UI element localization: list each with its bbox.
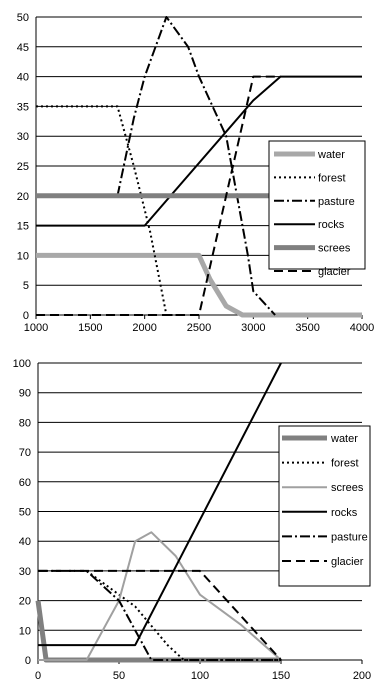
x-tick-label: 2500 [187,322,211,334]
y-tick-label: 15 [17,221,29,233]
legend-label-pasture: pasture [318,196,355,208]
legend-label-rocks: rocks [331,507,358,519]
legend-label-water: water [317,149,345,161]
legend-label-screes: screes [318,243,351,255]
y-tick-label: 35 [17,101,29,113]
x-tick-label: 150 [272,670,290,682]
series-line-forest [36,105,178,316]
x-tick-label: 50 [113,670,125,682]
series-line-glacier [36,75,281,316]
x-tick-label: 2000 [132,322,156,334]
y-tick-label: 10 [19,625,31,637]
x-tick-label: 200 [353,670,371,682]
x-tick-label: 1500 [78,322,102,334]
legend-label-forest: forest [331,458,359,470]
y-tick-label: 80 [19,417,31,429]
series-line-forest [86,570,281,661]
x-tick-label: 3000 [241,322,265,334]
top-chart: 0 5 10 15 20 25 30 35 40 45 50 1000 1500 2000 2500 3000… [17,12,374,334]
y-tick-label: 30 [17,131,29,143]
y-tick-label: 5 [23,280,29,292]
legend-box [278,425,371,587]
legend: water forest pasture rocks screes glacier [268,140,366,278]
series-line-glacier [38,569,282,661]
y-tick-label: 0 [23,310,29,322]
y-tick-label: 20 [19,596,31,608]
y-tick-label: 90 [19,388,31,400]
y-tick-label: 10 [17,250,29,262]
y-tick-label: 20 [17,191,29,203]
x-tick-label: 0 [35,670,41,682]
x-tick-label: 1000 [24,322,48,334]
y-tick-label: 100 [13,358,31,370]
y-tick-label: 60 [19,477,31,489]
x-tick-label: 100 [191,670,209,682]
y-tick-label: 70 [19,447,31,459]
legend-label-glacier: glacier [331,556,364,568]
x-tick-label: 4000 [350,322,374,334]
y-tick-label: 50 [19,507,31,519]
y-tick-label: 30 [19,566,31,578]
series-line-water [36,252,362,318]
y-tick-label: 25 [17,161,29,173]
y-tick-label: 50 [17,12,29,24]
legend-label-pasture: pasture [331,531,368,543]
series-line-screes [38,531,282,661]
series-line-pasture [116,16,276,316]
y-tick-label: 40 [19,536,31,548]
legend-label-water: water [330,433,358,445]
legend-label-rocks: rocks [318,219,345,231]
series-line-pasture [38,569,281,661]
y-tick-label: 40 [17,72,29,84]
y-tick-label: 0 [25,655,31,667]
series-line-rocks [38,362,282,647]
bottom-chart: 0 10 20 30 40 50 60 70 80 90 100 0 50 100 150 200 water f… [13,358,372,682]
x-tick-label: 3500 [295,322,319,334]
legend-label-screes: screes [331,482,364,494]
y-tick-label: 45 [17,42,29,54]
legend-label-glacier: glacier [318,266,351,278]
legend-label-forest: forest [318,172,346,184]
series-line-rocks [36,75,362,227]
legend: water forest screes rocks pasture glacier [278,425,371,587]
